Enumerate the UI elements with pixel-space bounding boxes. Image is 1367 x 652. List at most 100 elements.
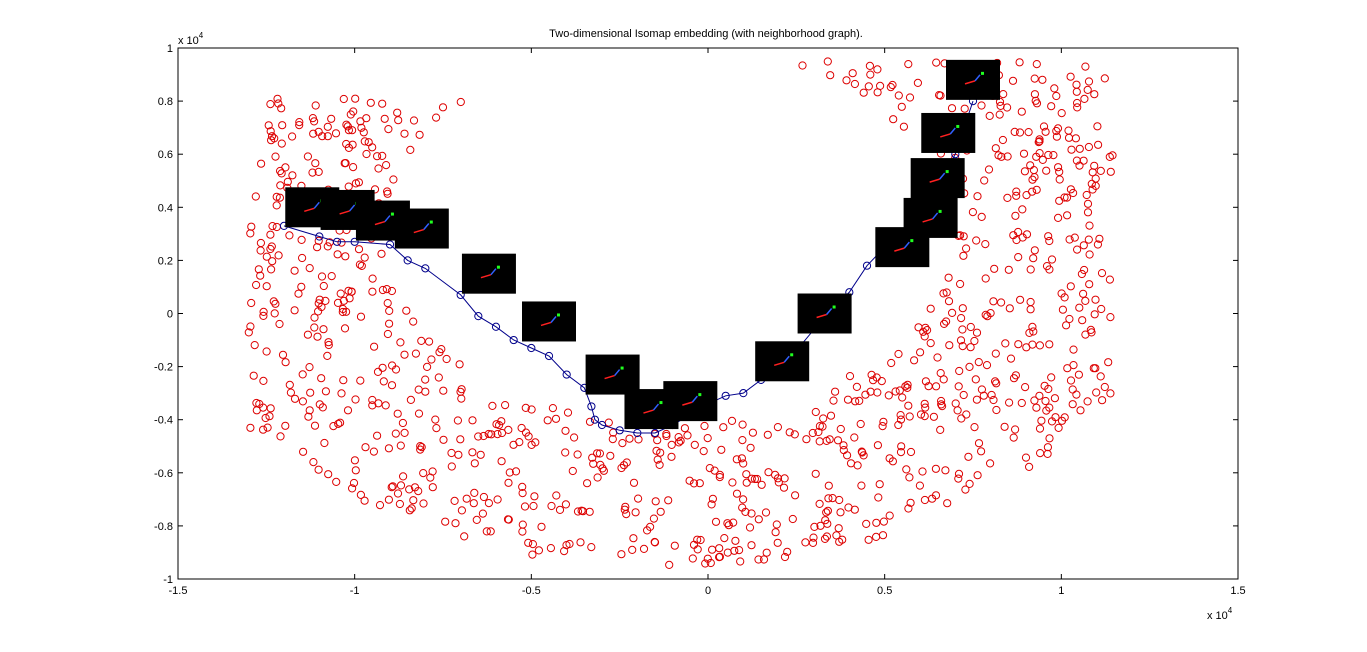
scatter-point	[524, 432, 533, 441]
scatter-point	[901, 382, 910, 391]
scatter-point	[356, 312, 366, 321]
scatter-point	[303, 330, 312, 339]
pose-blue-segment	[826, 308, 833, 315]
scatter-point	[546, 544, 556, 553]
y-tick-label: 0.4	[158, 202, 173, 214]
scatter-point	[731, 536, 740, 545]
scatter-point	[387, 483, 396, 492]
scatter-point	[990, 264, 999, 273]
thumbnail-bg	[585, 354, 640, 395]
path-point	[650, 428, 660, 438]
pose-blue-segment	[614, 369, 621, 377]
scatter-point	[286, 388, 295, 397]
scatter-point	[493, 430, 502, 439]
scatter-point	[939, 375, 948, 384]
scatter-point	[1012, 187, 1021, 196]
scatter-point	[468, 416, 477, 425]
path-point	[332, 237, 342, 246]
scatter-point	[1029, 327, 1038, 336]
scatter-point	[915, 481, 925, 490]
scatter-point	[560, 547, 569, 556]
scatter-point	[845, 372, 855, 381]
scatter-point	[432, 424, 441, 433]
scatter-point	[356, 490, 365, 499]
scatter-point	[1079, 156, 1088, 165]
scatter-point	[290, 306, 299, 315]
scatter-point	[384, 495, 393, 504]
scatter-point	[314, 127, 323, 136]
scatter-point	[904, 504, 913, 513]
scatter-point	[737, 454, 747, 463]
pose-red-segment	[304, 207, 315, 213]
scatter-point	[375, 501, 385, 510]
scatter-point	[356, 117, 365, 126]
scatter-point	[696, 535, 705, 545]
scatter-point	[417, 443, 426, 452]
pose-thumbnail	[910, 158, 965, 199]
pose-blue-segment	[423, 223, 430, 231]
pose-green-marker	[557, 313, 560, 317]
scatter-point	[771, 528, 780, 537]
scatter-point	[1065, 314, 1074, 324]
scatter-point	[858, 448, 867, 457]
scatter-point	[469, 499, 478, 508]
scatter-point	[916, 348, 925, 357]
scatter-point	[629, 534, 638, 543]
scatter-point	[308, 168, 317, 177]
thumbnail-bg	[522, 301, 576, 342]
pose-blue-segment	[939, 172, 946, 180]
scatter-point	[1085, 280, 1094, 289]
path-point	[544, 351, 554, 361]
scatter-point	[378, 285, 387, 295]
scatter-point	[1054, 163, 1063, 172]
scatter-point	[261, 413, 270, 423]
scatter-point	[262, 347, 271, 356]
scatter-point	[504, 425, 513, 434]
thumbnail-bg	[663, 381, 718, 422]
scatter-point	[738, 436, 747, 445]
scatter-point	[1025, 462, 1034, 471]
pose-green-marker	[956, 124, 960, 128]
scatter-point	[1096, 372, 1105, 381]
scatter-point	[305, 264, 314, 273]
scatter-point	[389, 175, 398, 184]
scatter-point	[270, 309, 279, 318]
scatter-point	[929, 412, 939, 421]
scatter-point	[741, 507, 750, 516]
scatter-point	[989, 395, 998, 405]
scatter-point	[1073, 98, 1082, 108]
scatter-point	[954, 474, 963, 483]
scatter-point	[244, 328, 253, 337]
scatter-point	[314, 465, 323, 474]
scatter-point	[966, 322, 975, 332]
thumbnail-bg	[921, 112, 976, 153]
pose-thumbnail	[585, 354, 640, 395]
scatter-point	[561, 500, 571, 509]
scatter-point	[380, 114, 389, 123]
scatter-point	[1080, 265, 1089, 275]
scatter-point	[762, 548, 771, 557]
scatter-point	[1030, 246, 1039, 255]
scatter-point	[843, 395, 853, 404]
scatter-point	[1091, 295, 1100, 304]
scatter-point	[1010, 127, 1019, 136]
scatter-point	[970, 336, 979, 346]
scatter-point	[276, 432, 285, 441]
scatter-point	[1032, 185, 1041, 194]
scatter-point	[271, 299, 280, 308]
scatter-point	[1037, 416, 1046, 425]
scatter-point	[821, 516, 830, 525]
scatter-point	[1044, 232, 1053, 241]
scatter-point	[653, 455, 662, 464]
scatter-point	[493, 495, 502, 504]
scatter-point	[1014, 253, 1023, 262]
scatter-point	[396, 338, 405, 347]
pose-green-marker	[790, 353, 794, 357]
pose-blue-segment	[349, 204, 356, 212]
scatter-point	[620, 505, 629, 514]
scatter-point	[1050, 84, 1059, 93]
scatter-point	[962, 244, 971, 253]
scatter-point	[894, 349, 903, 359]
scatter-point	[1064, 133, 1074, 142]
path-point	[421, 264, 430, 273]
